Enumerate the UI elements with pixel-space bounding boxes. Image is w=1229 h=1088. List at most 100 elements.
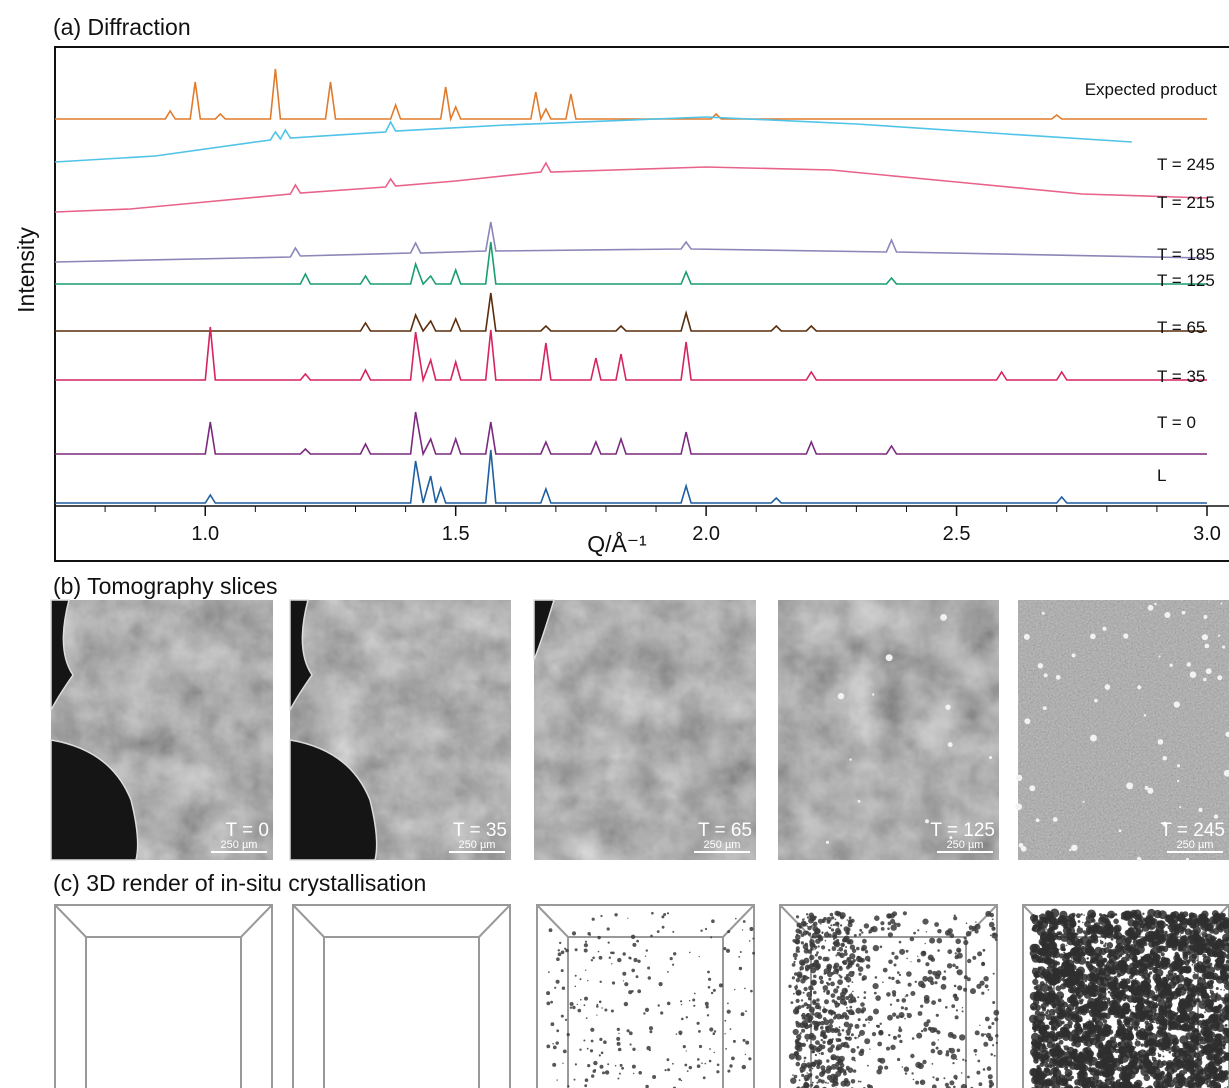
crystal [993, 1010, 999, 1016]
slice-label: T = 65 [698, 820, 752, 841]
crystal [937, 929, 941, 933]
crystal [830, 1054, 836, 1060]
crystal [886, 1047, 890, 1051]
crystal [880, 946, 883, 949]
crystal [842, 961, 845, 964]
crystal [915, 1081, 919, 1085]
crystal [1162, 1038, 1164, 1040]
crystal [1046, 1048, 1048, 1050]
crystal [667, 971, 669, 973]
crystal [1223, 989, 1225, 991]
crystal [1083, 1041, 1088, 1046]
crystal [1133, 1006, 1134, 1007]
crystal [840, 1015, 844, 1019]
crystal [1117, 1042, 1121, 1046]
crystal [1148, 1026, 1153, 1031]
crystal [1091, 949, 1095, 953]
crystal [804, 1060, 806, 1062]
crystal [615, 1065, 617, 1067]
tomography-panel: T = 0250 µmT = 35250 µmT = 65250 µmT = 1… [51, 600, 1229, 861]
crystal [693, 1005, 695, 1007]
crystal [731, 1057, 735, 1061]
crystal [813, 917, 816, 920]
crystal [791, 1001, 794, 1004]
crystal [1181, 998, 1186, 1003]
crystal [820, 1065, 825, 1070]
crystal [907, 1013, 912, 1018]
crystal [1132, 985, 1134, 987]
crystal-speck [1024, 718, 1030, 724]
crystal [659, 982, 663, 986]
crystal [891, 952, 894, 955]
crystal [593, 1070, 596, 1073]
crystal [617, 1043, 618, 1044]
crystal [686, 1050, 687, 1051]
crystal [796, 999, 800, 1003]
crystal [934, 922, 939, 927]
crystal [1047, 1009, 1050, 1012]
crystal [985, 1017, 990, 1022]
crystal [667, 1002, 671, 1006]
crystal [587, 1048, 589, 1050]
crystal [1080, 1029, 1084, 1033]
crystal [1157, 1019, 1159, 1021]
crystal [1111, 995, 1116, 1000]
crystal [808, 985, 813, 990]
crystal [922, 976, 928, 982]
crystal [838, 926, 840, 928]
crystal [1042, 1008, 1046, 1012]
crystal [726, 949, 730, 953]
crystal [1048, 1002, 1051, 1005]
crystal [890, 919, 895, 924]
crystal [1068, 996, 1075, 1003]
crystal [631, 969, 635, 973]
crystal [648, 976, 651, 979]
crystal [1151, 993, 1152, 994]
crystal [733, 1040, 736, 1043]
crystal [738, 956, 740, 958]
x-tick-label: 2.5 [943, 523, 971, 545]
crystal [1182, 1026, 1187, 1031]
crystal [815, 1040, 820, 1045]
crystal [830, 913, 834, 917]
crystal [905, 1007, 908, 1010]
crystal [846, 1066, 850, 1070]
crystal [1070, 1053, 1077, 1060]
crystal [1199, 1045, 1203, 1049]
crystal [992, 919, 994, 921]
crystal [989, 1080, 993, 1084]
trace-label: Expected product [1085, 80, 1218, 99]
crystal [1114, 1082, 1115, 1083]
crystal [1164, 1048, 1166, 1050]
crystal [1158, 1007, 1167, 1016]
crystal [1136, 1083, 1140, 1087]
crystal [798, 930, 802, 934]
crystal [975, 1054, 977, 1056]
crystal-speck [925, 819, 929, 823]
crystal [650, 935, 653, 938]
crystal [800, 961, 805, 966]
crystal [845, 1015, 850, 1020]
crystal [1117, 944, 1119, 946]
crystal [1034, 1051, 1036, 1053]
crystal [1194, 1058, 1202, 1066]
crystal [1195, 1078, 1204, 1087]
crystal [878, 1030, 883, 1035]
crystal [827, 1047, 833, 1053]
crystal [1041, 973, 1044, 976]
crystal [730, 1028, 732, 1030]
crystal [1122, 997, 1126, 1001]
trace [55, 117, 1132, 162]
crystal [727, 930, 730, 933]
crystal [858, 966, 864, 972]
crystal [1044, 1063, 1049, 1068]
crystal [1077, 1051, 1078, 1052]
crystal [906, 958, 908, 960]
crystal [714, 1052, 715, 1053]
crystal [851, 1079, 856, 1084]
crystal [1055, 1039, 1057, 1041]
crystal [711, 992, 713, 994]
crystal [811, 936, 813, 938]
crystal [992, 933, 998, 939]
crystal [1034, 986, 1038, 990]
